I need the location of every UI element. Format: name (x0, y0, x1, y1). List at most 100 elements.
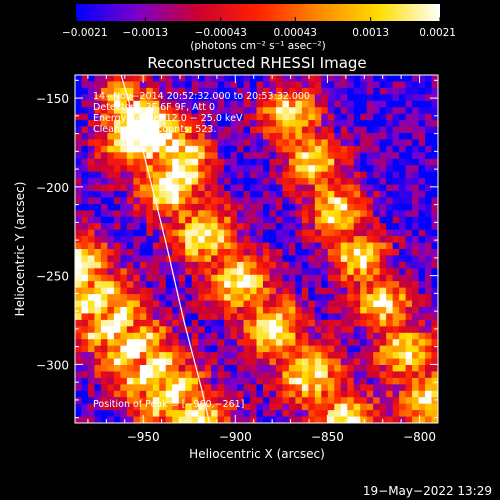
heatmap-cell (308, 358, 316, 366)
heatmap-cell (256, 126, 264, 134)
heatmap-cell (275, 319, 284, 327)
heatmap-cell (425, 236, 433, 244)
colorbar-tick-label: 0.00043 (274, 27, 317, 39)
heatmap-cell (224, 416, 232, 423)
heatmap-cell (133, 319, 141, 327)
heatmap-cell (178, 120, 186, 128)
heatmap-cell (431, 126, 438, 134)
heatmap-cell (178, 332, 186, 340)
heatmap-cell (237, 384, 245, 392)
heatmap-cell (191, 339, 199, 347)
heatmap-cell (360, 377, 368, 385)
heatmap-cell (405, 236, 413, 244)
heatmap-cell (198, 145, 206, 153)
heatmap-cell (366, 139, 374, 147)
heatmap-cell (172, 236, 180, 244)
heatmap-cell (418, 319, 426, 327)
heatmap-cell (113, 377, 121, 385)
heatmap-cell (172, 261, 180, 269)
heatmap-cell (386, 113, 394, 121)
heatmap-cell (405, 229, 413, 237)
heatmap-cell (172, 165, 180, 173)
heatmap-cell (224, 87, 232, 95)
heatmap-cell (178, 87, 186, 95)
heatmap-cell (431, 171, 438, 179)
heatmap-cell (269, 268, 277, 276)
heatmap-cell (211, 345, 219, 353)
heatmap-cell (230, 274, 238, 282)
heatmap-cell (152, 203, 160, 211)
heatmap-cell (366, 94, 374, 102)
heatmap-cell (295, 113, 303, 121)
heatmap-cell (152, 332, 160, 340)
heatmap-cell (262, 371, 271, 379)
heatmap-cell (269, 326, 277, 334)
heatmap-cell (204, 184, 212, 192)
heatmap-cell (347, 384, 355, 392)
heatmap-cell (295, 274, 303, 282)
heatmap-cell (87, 410, 96, 418)
heatmap-cell (159, 365, 167, 373)
heatmap-cell (237, 197, 245, 205)
heatmap-cell (256, 145, 264, 153)
heatmap-cell (275, 345, 284, 353)
heatmap-cell (256, 113, 264, 121)
heatmap-cell (353, 75, 361, 83)
heatmap-cell (87, 178, 96, 186)
heatmap-cell (360, 87, 368, 95)
heatmap-cell (418, 326, 426, 334)
heatmap-cell (191, 75, 199, 83)
heatmap-cell (107, 113, 115, 121)
heatmap-cell (379, 191, 387, 199)
heatmap-cell (399, 236, 407, 244)
heatmap-cell (172, 371, 180, 379)
heatmap-cell (243, 126, 251, 134)
heatmap-cell (360, 158, 368, 166)
heatmap-cell (75, 281, 83, 289)
heatmap-cell (425, 332, 433, 340)
heatmap-cell (399, 107, 407, 115)
heatmap-cell (204, 377, 212, 385)
heatmap-cell (405, 94, 413, 102)
heatmap-cell (321, 255, 329, 263)
heatmap-cell (224, 326, 232, 334)
heatmap-cell (282, 242, 290, 250)
heatmap-cell (133, 377, 141, 385)
heatmap-cell (120, 145, 128, 153)
heatmap-cell (120, 319, 128, 327)
heatmap-cell (172, 229, 180, 237)
heatmap-cell (133, 384, 141, 392)
heatmap-cell (75, 300, 83, 308)
heatmap-cell (366, 133, 374, 141)
heatmap-cell (256, 307, 264, 315)
heatmap-cell (81, 113, 89, 121)
heatmap-cell (353, 191, 361, 199)
heatmap-cell (262, 249, 271, 257)
heatmap-cell (373, 126, 381, 134)
heatmap-cell (230, 390, 238, 398)
heatmap-cell (327, 332, 335, 340)
heatmap-cell (126, 371, 134, 379)
heatmap-cell (230, 326, 238, 334)
heatmap-cell (262, 133, 271, 141)
heatmap-cell (334, 171, 342, 179)
heatmap-cell (412, 281, 420, 289)
heatmap-cell (81, 210, 89, 218)
heatmap-cell (75, 178, 83, 186)
heatmap-cell (399, 94, 407, 102)
heatmap-cell (224, 255, 232, 263)
heatmap-cell (399, 371, 407, 379)
heatmap-cell (373, 229, 381, 237)
heatmap-cell (191, 403, 199, 411)
heatmap-cell (178, 223, 186, 231)
heatmap-cell (237, 365, 245, 373)
heatmap-cell (191, 255, 199, 263)
heatmap-cell (308, 191, 316, 199)
heatmap-cell (314, 403, 322, 411)
heatmap-cell (87, 197, 96, 205)
heatmap-cell (243, 145, 251, 153)
heatmap-cell (295, 365, 303, 373)
heatmap-cell (107, 81, 115, 89)
heatmap-cell (94, 294, 102, 302)
heatmap-cell (198, 261, 206, 269)
